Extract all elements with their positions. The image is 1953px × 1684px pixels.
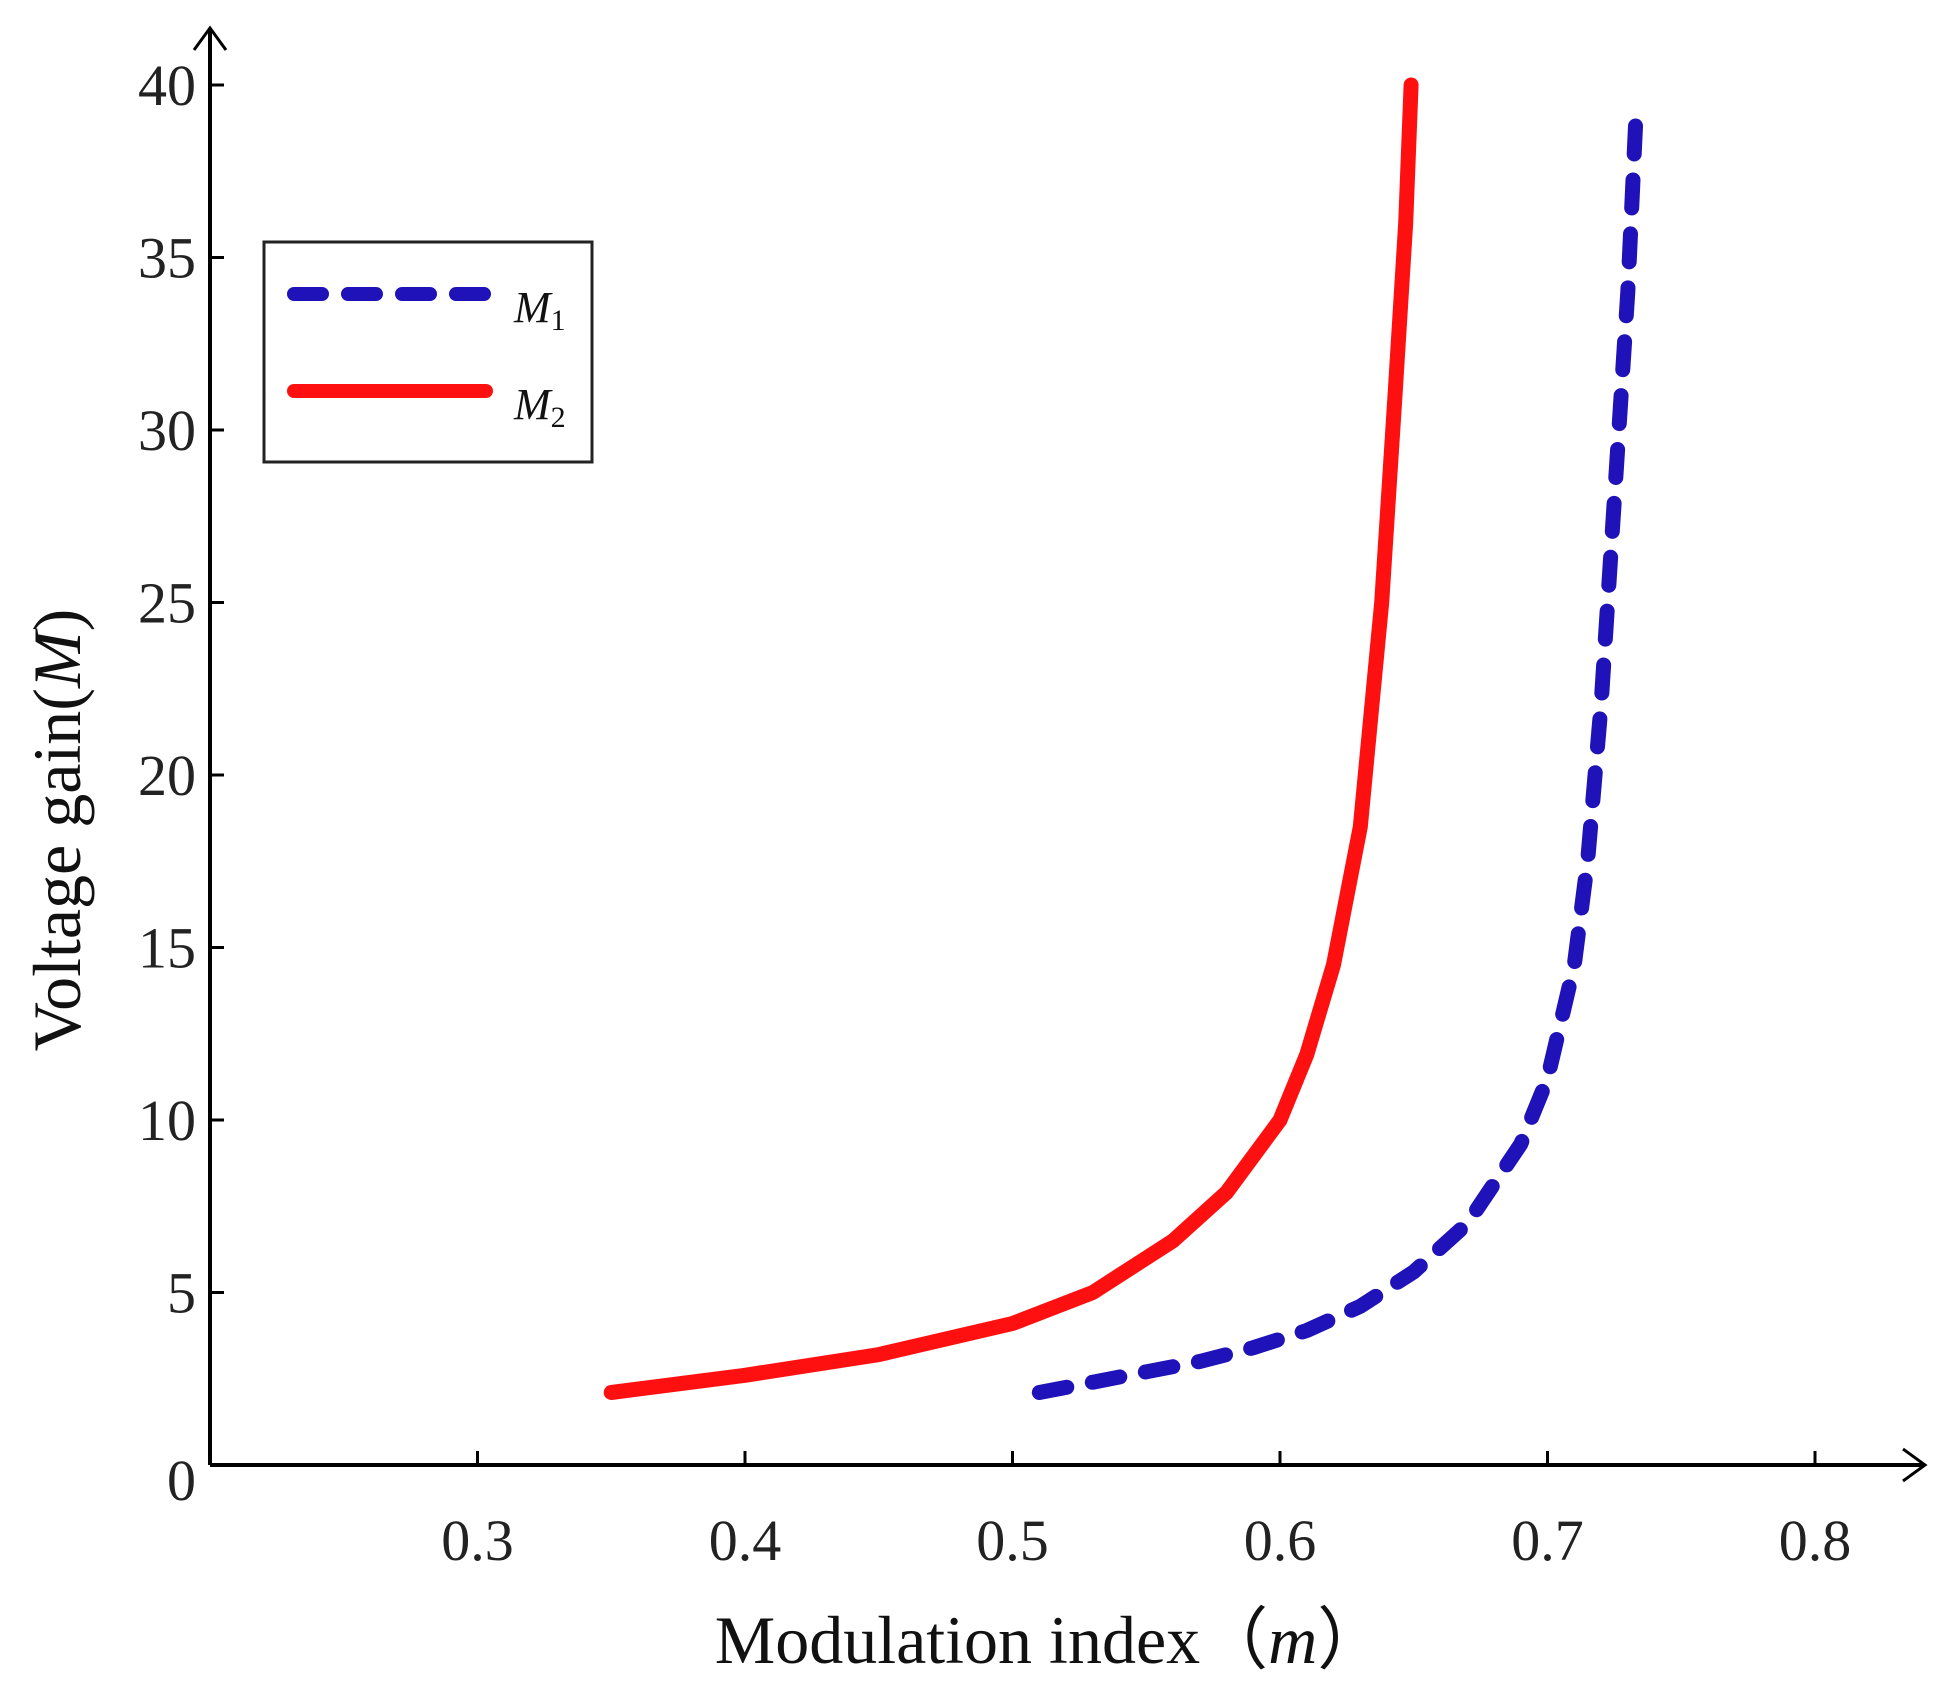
series-line-m1 [1031,112,1644,1400]
legend-label-m2: M2 [513,380,566,434]
y-axis-arrow [192,25,228,51]
y-tick-label: 20 [138,743,196,808]
legend-label-m1: M1 [513,283,566,337]
axis-titles: Modulation index（m） Voltage gain(M) [19,609,1385,1678]
axes: 0.3 0.4 0.5 0.6 0.7 0.8 0 5 10 15 20 25 30 35 40 [138,25,1928,1573]
y-tick-label: 0 [167,1448,196,1513]
legend-box [262,240,594,464]
y-tick-label: 35 [138,226,196,291]
y-tick-label: 5 [167,1261,196,1326]
x-tick-label: 0.3 [441,1508,514,1573]
x-tick-label: 0.7 [1511,1508,1584,1573]
y-tick-label: 40 [138,53,196,118]
x-tick-label: 0.4 [709,1508,782,1573]
y-tick-label: 25 [138,571,196,636]
y-tick-label: 30 [138,398,196,463]
y-tick-label: 15 [138,916,196,981]
y-tick-label: 10 [138,1088,196,1153]
series-layer [603,77,1644,1400]
legend: M1 M2 [262,240,594,464]
x-axis-title: Modulation index（m） [715,1602,1386,1678]
series-line-m2 [603,77,1419,1400]
x-axis-arrow [1902,1447,1928,1483]
x-tick-label: 0.6 [1244,1508,1317,1573]
x-tick-label: 0.8 [1779,1508,1852,1573]
x-tick-label: 0.5 [976,1508,1049,1573]
y-axis-title: Voltage gain(M) [19,609,95,1052]
